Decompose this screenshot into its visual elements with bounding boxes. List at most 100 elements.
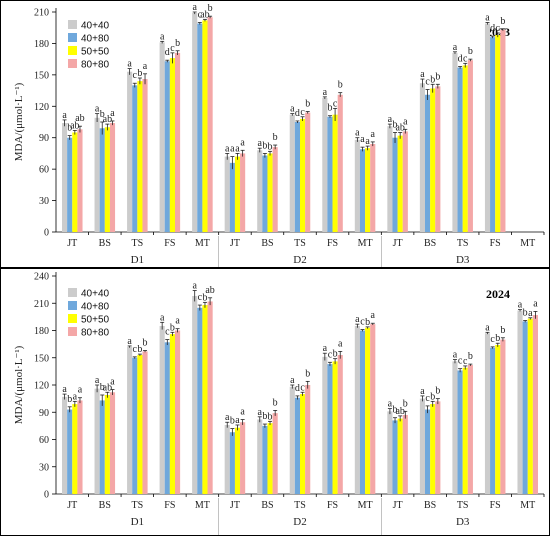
significance-letter-2024: a bbox=[533, 298, 538, 309]
significance-letter-2023: b bbox=[305, 99, 310, 110]
bar-2023-80-80-6 bbox=[272, 147, 278, 232]
significance-letter-2024: a bbox=[175, 316, 180, 327]
significance-letter-2024: a bbox=[290, 375, 295, 386]
significance-letter-2023: ab bbox=[395, 122, 404, 133]
significance-letter-2023: ab bbox=[75, 113, 84, 124]
significance-letter-2023: a bbox=[290, 104, 295, 115]
significance-letter-2024: a bbox=[453, 350, 458, 361]
significance-letter-2024: b bbox=[500, 325, 505, 336]
significance-letter-2024: c bbox=[165, 327, 170, 338]
significance-letter-2023: a bbox=[240, 137, 245, 148]
significance-letter-2023: a bbox=[160, 31, 165, 42]
y-tick-label-2023: 120 bbox=[34, 102, 49, 113]
bar-2023-40-80-9 bbox=[359, 149, 366, 232]
bar-2023-50-50-2 bbox=[137, 81, 143, 233]
group-label-2023: D3 bbox=[456, 254, 470, 266]
legend-swatch-2023-3 bbox=[68, 59, 77, 68]
significance-letter-2024: c bbox=[360, 317, 365, 328]
bar-2023-40-80-7 bbox=[294, 122, 300, 232]
bar-2024-80-80-12 bbox=[467, 365, 473, 494]
significance-letter-2024: b bbox=[100, 382, 105, 393]
x-tick-label-2024: FS bbox=[164, 500, 175, 511]
x-tick-label-2024: TS bbox=[457, 500, 469, 511]
bar-2023-80-80-9 bbox=[370, 144, 376, 232]
significance-letter-2024: a bbox=[355, 314, 360, 325]
bar-2024-40-80-10 bbox=[392, 420, 398, 494]
legend-label-2023-0: 40+40 bbox=[81, 21, 110, 32]
significance-letter-2023: a bbox=[110, 108, 115, 119]
significance-letter-2024: a bbox=[127, 336, 132, 347]
bar-2024-80-80-13 bbox=[500, 339, 506, 494]
significance-letter-2023: a bbox=[485, 12, 490, 23]
y-tick-label-2023: 150 bbox=[34, 70, 49, 81]
bar-2023-50-50-12 bbox=[462, 65, 468, 232]
significance-letter-2024: b bbox=[305, 368, 310, 379]
significance-letter-2023: c bbox=[198, 9, 203, 20]
significance-letter-2024: b bbox=[393, 405, 398, 416]
significance-letter-2023: a bbox=[192, 2, 197, 13]
significance-letter-2024: a bbox=[225, 412, 230, 423]
significance-letter-2023: ab bbox=[103, 114, 112, 125]
bar-2024-40-80-2 bbox=[132, 357, 138, 494]
y-tick-label-2023: 0 bbox=[44, 228, 49, 239]
bar-2023-40-80-6 bbox=[262, 155, 268, 232]
significance-letter-2023: a bbox=[453, 42, 458, 53]
significance-letter-2023: a bbox=[403, 116, 408, 127]
bar-2024-40-80-13 bbox=[490, 347, 496, 494]
significance-letter-2023: b bbox=[327, 103, 332, 114]
legend-label-2024-0: 40+40 bbox=[81, 289, 110, 300]
bar-2024-40-40-6 bbox=[257, 419, 263, 494]
bar-2023-80-80-11 bbox=[435, 86, 441, 232]
y-tick-label-2024: 60 bbox=[39, 435, 49, 446]
bar-2024-40-40-8 bbox=[322, 356, 328, 494]
significance-letter-2024: b bbox=[268, 411, 273, 422]
bar-2023-80-80-10 bbox=[402, 131, 408, 232]
significance-letter-2023: d bbox=[165, 47, 170, 58]
bar-2023-40-40-3 bbox=[159, 42, 165, 232]
significance-letter-2023: ab bbox=[200, 9, 209, 20]
bar-2024-80-80-11 bbox=[435, 401, 441, 494]
bar-2023-40-40-2 bbox=[127, 71, 133, 232]
significance-letter-2024: a bbox=[518, 300, 523, 311]
x-tick-label-2024: JT bbox=[230, 500, 240, 511]
significance-letter-2024: a bbox=[95, 375, 100, 386]
significance-letter-2023: a bbox=[365, 136, 370, 147]
x-tick-label-2024: FS bbox=[490, 500, 501, 511]
bar-2024-40-80-3 bbox=[164, 342, 170, 494]
bar-2023-50-50-4 bbox=[202, 20, 208, 233]
significance-letter-2023: b bbox=[500, 16, 505, 27]
bar-2024-40-40-4 bbox=[192, 295, 198, 494]
bar-2023-40-80-12 bbox=[457, 67, 463, 233]
significance-letter-2023: b bbox=[175, 38, 180, 49]
group-label-2024: D2 bbox=[293, 516, 306, 528]
x-tick-label-2023: BS bbox=[424, 238, 436, 249]
significance-letter-2024: a bbox=[420, 386, 425, 397]
bar-2024-50-50-12 bbox=[462, 367, 468, 494]
bar-2024-40-40-7 bbox=[289, 386, 295, 494]
bar-2024-80-80-4 bbox=[207, 301, 213, 494]
bar-2023-50-50-13 bbox=[495, 35, 501, 232]
significance-letter-2024: b bbox=[435, 386, 440, 397]
bar-2023-50-50-3 bbox=[169, 58, 175, 232]
significance-letter-2024: b bbox=[430, 391, 435, 402]
x-tick-label-2024: TS bbox=[294, 500, 306, 511]
bar-2023-40-40-9 bbox=[354, 139, 360, 232]
bar-2023-80-80-13 bbox=[500, 29, 506, 232]
y-tick-label-2024: 90 bbox=[39, 408, 49, 419]
group-label-2024: D3 bbox=[456, 516, 470, 528]
significance-letter-2024: a bbox=[160, 312, 165, 323]
significance-letter-2024: c bbox=[328, 349, 333, 360]
legend-swatch-2023-2 bbox=[68, 46, 77, 55]
significance-letter-2023: a bbox=[143, 61, 148, 72]
bar-2023-80-80-1 bbox=[109, 123, 116, 232]
bar-2023-40-40-11 bbox=[419, 83, 425, 232]
bar-2023-40-80-1 bbox=[99, 128, 105, 232]
bar-2024-80-80-8 bbox=[337, 355, 343, 494]
x-tick-label-2023: JT bbox=[67, 238, 77, 249]
significance-letter-2023: c bbox=[425, 77, 430, 88]
y-tick-label-2023: 90 bbox=[39, 133, 49, 144]
x-tick-label-2023: TS bbox=[294, 238, 306, 249]
significance-letter-2023: b bbox=[430, 74, 435, 85]
x-tick-label-2024: TS bbox=[131, 500, 143, 511]
significance-letter-2023: b bbox=[67, 123, 72, 134]
